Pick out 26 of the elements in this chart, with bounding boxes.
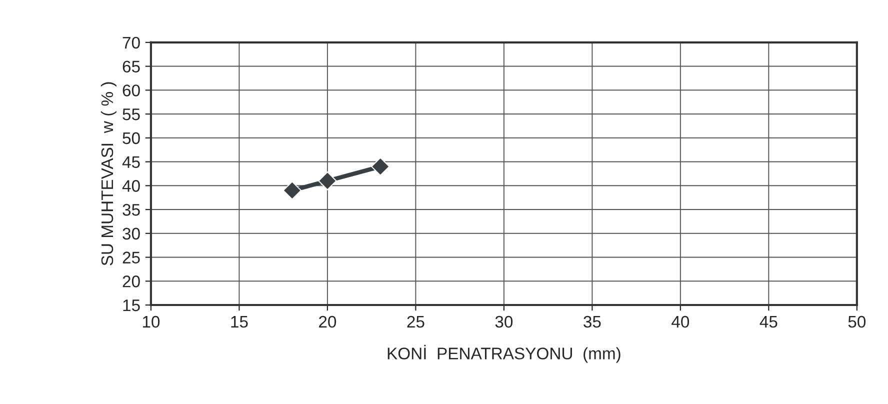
x-tick-label: 45 xyxy=(760,316,778,328)
y-tick-label: 20 xyxy=(122,276,140,288)
x-tick-label: 35 xyxy=(584,316,601,328)
point xyxy=(318,172,337,190)
y-tick-label: 30 xyxy=(122,228,140,240)
y-tick-label: 45 xyxy=(122,156,140,168)
point xyxy=(371,157,390,176)
y-tick-label: 40 xyxy=(122,180,140,192)
x-tick-label: 15 xyxy=(231,316,248,328)
y-tick-label: 35 xyxy=(122,204,140,216)
y-tick-label: 15 xyxy=(123,300,140,312)
y-tick-label: 55 xyxy=(122,108,140,120)
x-tick-label: 10 xyxy=(142,316,160,328)
point xyxy=(282,181,302,200)
x-tick-label: 50 xyxy=(848,316,866,328)
x-tick-label: 30 xyxy=(495,316,513,328)
y-axis-title: SU MUHTEVASI w ( % ) xyxy=(100,82,116,266)
y-tick-label: 50 xyxy=(122,132,140,144)
x-tick-label: 20 xyxy=(319,316,336,328)
y-tick-label: 25 xyxy=(122,252,140,264)
y-tick-label: 60 xyxy=(122,84,140,96)
y-tick-label: 65 xyxy=(122,60,140,72)
x-tick-label: 40 xyxy=(672,316,690,328)
x-axis-title: KONİ PENATRASYONU (mm) xyxy=(388,344,620,363)
x-tick-label: 25 xyxy=(407,316,424,328)
y-tick-label: 70 xyxy=(122,36,140,49)
